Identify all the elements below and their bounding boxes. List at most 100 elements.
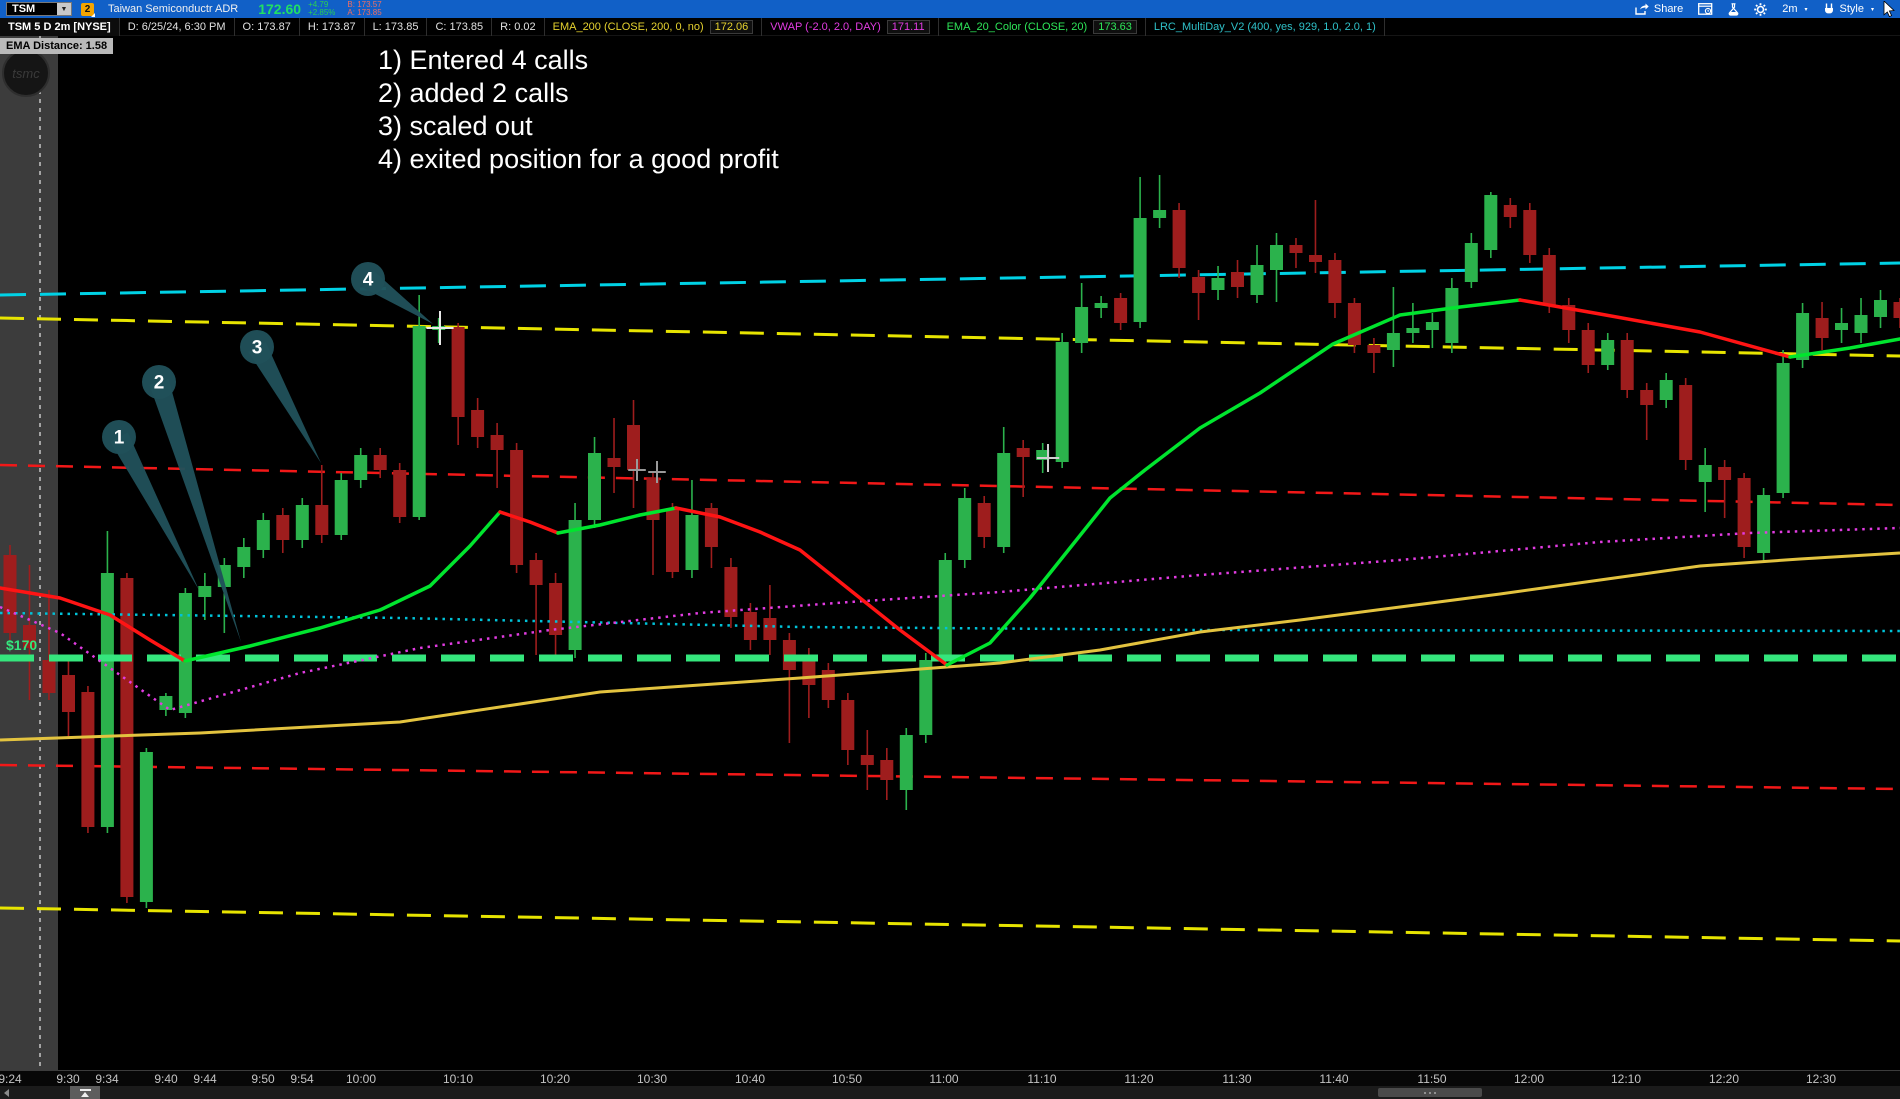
candle <box>1192 270 1206 320</box>
share-button[interactable]: Share <box>1635 3 1683 15</box>
lrc-mid-lower-red-line <box>0 763 1900 791</box>
candle <box>782 633 796 743</box>
candle <box>1425 313 1439 348</box>
time-tick-label: 10:50 <box>831 1072 863 1086</box>
scrollbar-thumb[interactable] <box>1378 1088 1482 1097</box>
candle <box>1698 448 1712 512</box>
study-lrc[interactable]: LRC_MultiDay_V2 (400, yes, 929, 1.0, 2.0… <box>1146 17 1385 36</box>
candle <box>1542 248 1556 313</box>
timeframe-button[interactable]: 2m ▾ <box>1782 3 1808 15</box>
candle <box>1347 298 1361 353</box>
time-tick-label: 11:20 <box>1124 1072 1154 1086</box>
candle <box>666 503 679 578</box>
candle <box>1620 333 1634 398</box>
ema20-down-segment <box>1518 298 1792 359</box>
callout-bubble[interactable] <box>102 420 136 454</box>
candle <box>646 473 660 575</box>
lrc-lower-yellow-line <box>0 906 1900 943</box>
candle <box>490 423 504 488</box>
candle <box>3 545 17 640</box>
time-axis: 9:24 9:30 9:34 9:40 9:44 9:50 9:54 10:00 10:10 10… <box>0 1070 1900 1086</box>
candle <box>1250 245 1264 303</box>
callout-bubble[interactable] <box>142 365 176 399</box>
candle <box>1484 192 1498 258</box>
candle <box>607 418 621 493</box>
study-ema200-value: 172.06 <box>709 19 754 34</box>
ema-distance-chip[interactable]: EMA Distance: 1.58 <box>0 38 114 54</box>
time-tick-label: 11:00 <box>929 1072 959 1086</box>
candle <box>1562 298 1576 343</box>
share-icon <box>1635 3 1649 15</box>
candle <box>1094 296 1108 318</box>
callout-tail <box>110 432 199 590</box>
candle <box>334 473 348 540</box>
lrc-mid-upper-red-line <box>0 463 1900 507</box>
lrc-upper-cyan-line <box>0 261 1900 297</box>
candle <box>1874 290 1887 328</box>
callout-tail <box>149 378 241 642</box>
candle <box>899 728 913 810</box>
mouse-cursor-icon <box>1883 1 1895 17</box>
candle <box>1640 383 1654 440</box>
candle <box>237 538 251 578</box>
settings-button[interactable] <box>1754 2 1768 16</box>
bar-close: C: 173.85 <box>427 17 493 36</box>
style-button[interactable]: Style ▾ <box>1823 3 1874 15</box>
symbol-dropdown-caret[interactable]: ▼ <box>57 3 71 15</box>
callout-number: 4 <box>363 270 374 291</box>
study-ema20[interactable]: EMA_20_Color (CLOSE, 20) 173.63 <box>939 17 1146 36</box>
symbol-input[interactable]: TSM ▼ <box>6 2 72 16</box>
candle <box>1503 198 1517 228</box>
time-tick-label: 10:10 <box>442 1072 474 1086</box>
trade-note-line: 3) scaled out <box>378 111 533 141</box>
flask-icon <box>1728 2 1739 16</box>
style-plug-icon <box>1824 3 1833 14</box>
time-tick-label: 9:34 <box>95 1072 119 1086</box>
callout-number: 2 <box>154 373 165 394</box>
candle <box>1231 260 1244 298</box>
bid-ask: B: 173.57 A: 173.85 <box>347 0 382 17</box>
candle <box>1835 308 1848 343</box>
time-tick-label: 9:50 <box>251 1072 275 1086</box>
title-bar: TSM ▼ 2 Taiwan Semiconductr ADR 172.60 +… <box>0 0 1900 18</box>
last-price: 172.60 <box>258 1 302 17</box>
chart-grid-button[interactable] <box>1698 3 1713 15</box>
trade-notes-annotation[interactable]: 1) Entered 4 calls 2) added 2 calls 3) sca… <box>378 44 779 176</box>
chart-scrollbar[interactable] <box>0 1086 1900 1099</box>
candle <box>763 585 777 655</box>
candle <box>1464 233 1478 288</box>
trade-note-line: 1) Entered 4 calls <box>378 45 589 75</box>
candle <box>860 730 874 790</box>
candle <box>1796 303 1810 368</box>
candle <box>841 693 855 765</box>
price-chart-canvas[interactable]: tsmc $170 1 2 3 4 <box>0 36 1900 1070</box>
candle <box>919 653 933 743</box>
study-vwap[interactable]: VWAP (-2.0, 2.0, DAY) 171.11 <box>762 17 939 36</box>
time-tick-label: 9:30 <box>56 1072 80 1086</box>
candle <box>42 590 56 700</box>
bar-range: R: 0.02 <box>492 17 545 36</box>
chart-area[interactable]: tsmc $170 1 2 3 4 EMA Distance: 1.58 1) Enter… <box>0 36 1900 1070</box>
bar-open: O: 173.87 <box>235 17 300 36</box>
symbol-value[interactable]: TSM <box>12 3 36 15</box>
candle <box>62 660 75 737</box>
time-tick-label: 10:20 <box>539 1072 571 1086</box>
jump-to-start-button[interactable] <box>70 1086 100 1099</box>
candle <box>1075 283 1089 353</box>
callout-bubble[interactable] <box>351 262 385 296</box>
scroll-left-arrow-icon[interactable] <box>4 1089 9 1097</box>
candle <box>1055 333 1069 468</box>
candle <box>821 663 835 708</box>
candle <box>81 686 95 833</box>
status-row: TSM 5 D 2m [NYSE] D: 6/25/24, 6:30 PM O:… <box>0 17 1900 36</box>
callout-bubble[interactable] <box>240 330 274 364</box>
candle <box>159 693 173 716</box>
ema20-up-segment <box>945 298 1522 667</box>
candle <box>1133 177 1147 328</box>
link-group-badge[interactable]: 2 <box>81 2 95 17</box>
study-ema200[interactable]: EMA_200 (CLOSE, 200, 0, no) 172.06 <box>545 17 763 36</box>
time-tick-label: 11:10 <box>1027 1072 1057 1086</box>
analyze-button[interactable] <box>1728 2 1739 16</box>
candle <box>1211 266 1225 300</box>
candle <box>1289 238 1303 268</box>
